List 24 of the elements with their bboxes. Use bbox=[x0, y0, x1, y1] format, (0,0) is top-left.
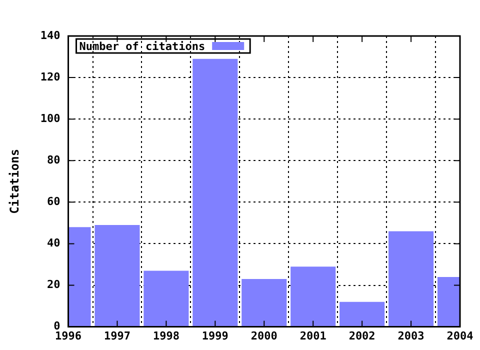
bar bbox=[340, 302, 385, 326]
bar bbox=[192, 58, 238, 326]
bar bbox=[290, 266, 336, 326]
y-tick-label: 100 bbox=[40, 112, 60, 125]
y-tick-label: 140 bbox=[40, 28, 60, 42]
x-tick-label: 1999 bbox=[202, 329, 228, 342]
y-axis-title: Citations bbox=[7, 148, 22, 214]
bar bbox=[94, 225, 140, 326]
bar bbox=[388, 231, 434, 326]
x-tick-label: 2004 bbox=[446, 329, 474, 342]
x-tick-label: 1998 bbox=[152, 329, 180, 342]
x-tick-label: 2001 bbox=[300, 329, 327, 342]
bar bbox=[242, 279, 287, 326]
y-tick-label: 40 bbox=[47, 236, 60, 250]
x-tick-label: 1997 bbox=[104, 329, 130, 342]
y-tick-label: 20 bbox=[47, 278, 60, 292]
y-tick-label: 80 bbox=[47, 153, 60, 166]
y-tick-label: 120 bbox=[40, 70, 60, 84]
bar bbox=[144, 270, 189, 326]
x-tick-label: 2002 bbox=[348, 329, 376, 342]
legend-label: Number of citations bbox=[79, 40, 206, 53]
y-tick-label: 60 bbox=[47, 195, 60, 208]
x-tick-label: 2000 bbox=[250, 329, 278, 342]
x-tick-label: 2003 bbox=[398, 329, 424, 342]
